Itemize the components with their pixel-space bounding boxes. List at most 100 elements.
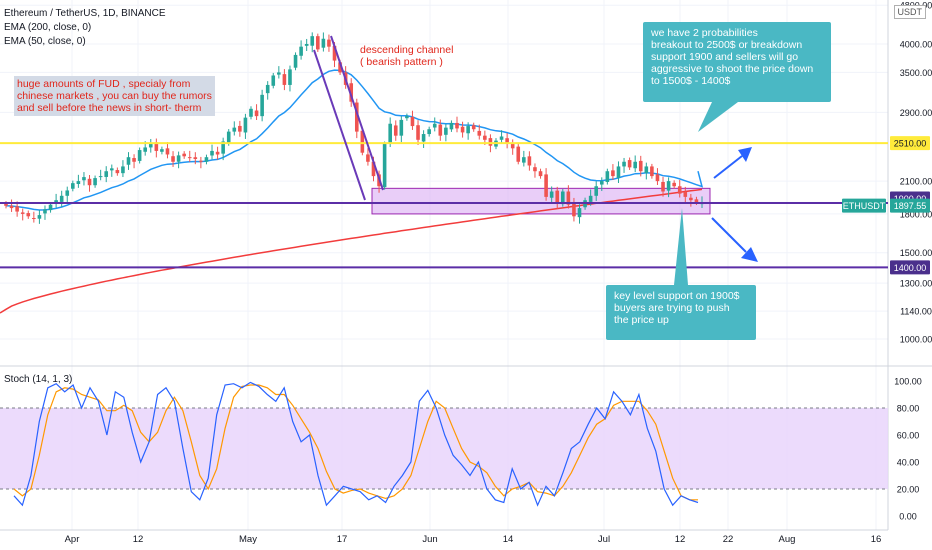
time-tick-label: 12 (133, 534, 144, 545)
ema50-legend[interactable]: EMA (50, close, 0) (4, 36, 86, 47)
time-axis[interactable]: Apr 12 May 17 Jun 14 Jul 12 22 Aug 16 (65, 534, 882, 545)
stoch-legend[interactable]: Stoch (14, 1, 3) (4, 374, 73, 385)
candle-body (561, 191, 565, 205)
candle-body (243, 117, 248, 133)
candle-body (104, 171, 109, 177)
candle-body (533, 167, 537, 172)
price-tick-label: 2100.00 (900, 177, 932, 187)
horizontal-levels[interactable] (0, 142, 888, 269)
candle-body (232, 127, 237, 132)
candle-body (444, 127, 448, 135)
candle-body (299, 46, 303, 56)
probabilities-pointer (698, 102, 738, 132)
candle-body (683, 191, 688, 197)
candle-body (477, 130, 482, 136)
candle-body (187, 157, 192, 159)
candle-body (338, 62, 342, 73)
projection-arrows[interactable] (711, 147, 758, 262)
candle-body (650, 166, 654, 177)
stoch-band (0, 408, 888, 489)
candle-body (199, 160, 203, 162)
time-tick-label: Jun (422, 534, 437, 545)
candle-body (499, 136, 504, 140)
time-tick-label: 17 (337, 534, 348, 545)
time-tick-label: 12 (675, 534, 686, 545)
price-tick-label: 1300.00 (900, 279, 932, 289)
ema50-path (5, 69, 704, 211)
candle-body (288, 69, 292, 85)
candle-body (572, 202, 576, 217)
price-tick-label: 1800.00 (900, 209, 932, 219)
candle-body (460, 126, 465, 133)
candle-body (48, 204, 53, 211)
candle-body (466, 126, 470, 134)
channel-annotation[interactable]: descending channel ( bearish pattern ) (360, 44, 454, 68)
descending-channel-lines[interactable] (313, 35, 384, 201)
channel-upper-line (330, 35, 384, 191)
candle-body (76, 181, 81, 185)
level-2510-label: 2510.00 (894, 139, 927, 149)
stoch-tick-label: 20.00 (897, 485, 920, 495)
breakout-arrow-head (738, 147, 752, 162)
time-tick-label: May (239, 534, 257, 545)
candle-body (471, 125, 476, 130)
candle-body (427, 129, 431, 135)
ema50-line (5, 69, 704, 211)
candle-body (483, 135, 487, 140)
candle-body (672, 182, 676, 187)
stochastic-pane (0, 381, 888, 507)
key-level-annotation[interactable]: key level support on 1900$ buyers are tr… (606, 285, 756, 340)
candle-body (115, 170, 120, 174)
candle-body (249, 108, 253, 117)
candle-body (399, 119, 404, 136)
current-symbol-label-bg (842, 198, 886, 213)
candle-body (271, 75, 276, 86)
stoch-tick-label: 40.00 (897, 458, 920, 468)
candle-body (160, 149, 164, 152)
price-tick-label: 1140.00 (900, 307, 932, 317)
candle-body (98, 176, 103, 178)
candle-body (405, 116, 409, 119)
candle-body (226, 131, 231, 144)
channel-lower-line (313, 49, 366, 201)
candle-body (544, 174, 548, 197)
candle-body (661, 181, 665, 192)
candle-body (605, 171, 610, 182)
price-tick-label: 2900.00 (900, 108, 932, 118)
symbol-legend[interactable]: Ethereum / TetherUS, 1D, BINANCE (4, 8, 166, 19)
fud-annotation[interactable]: huge amounts of FUD , specialy from chin… (14, 76, 215, 116)
candle-body (622, 161, 626, 167)
candle-body (15, 206, 19, 212)
candle-body (332, 45, 337, 61)
candle-body (182, 153, 186, 157)
stoch-tick-label: 0.00 (899, 512, 917, 522)
candle-body (382, 144, 387, 188)
candle-body (82, 177, 86, 181)
callout-pointers (674, 102, 738, 285)
ema200-legend[interactable]: EMA (200, close, 0) (4, 22, 92, 33)
candle-body (627, 160, 632, 168)
support-zone (371, 187, 711, 215)
candle-body (549, 191, 554, 198)
time-tick-label: 16 (871, 534, 882, 545)
current-price-label: 1897.55 (894, 201, 927, 211)
candle-body (611, 170, 615, 177)
price-tick-label: 1500.00 (900, 248, 932, 258)
candle-body (577, 208, 582, 218)
level-2510-label-bg (890, 136, 930, 151)
candle-body (154, 142, 159, 151)
time-tick-label: 14 (503, 534, 514, 545)
candle-body (655, 174, 660, 182)
candle-body (360, 130, 365, 153)
candle-body (432, 123, 437, 128)
candle-body (594, 186, 599, 196)
candle-body (689, 197, 693, 201)
probabilities-annotation[interactable]: we have 2 probabilities breakout to 2500… (643, 22, 831, 102)
candle-body (171, 156, 175, 162)
candle-body (694, 199, 699, 203)
currency-button[interactable]: USDT (893, 5, 926, 19)
candle-body (354, 102, 359, 132)
candle-body (666, 181, 671, 191)
